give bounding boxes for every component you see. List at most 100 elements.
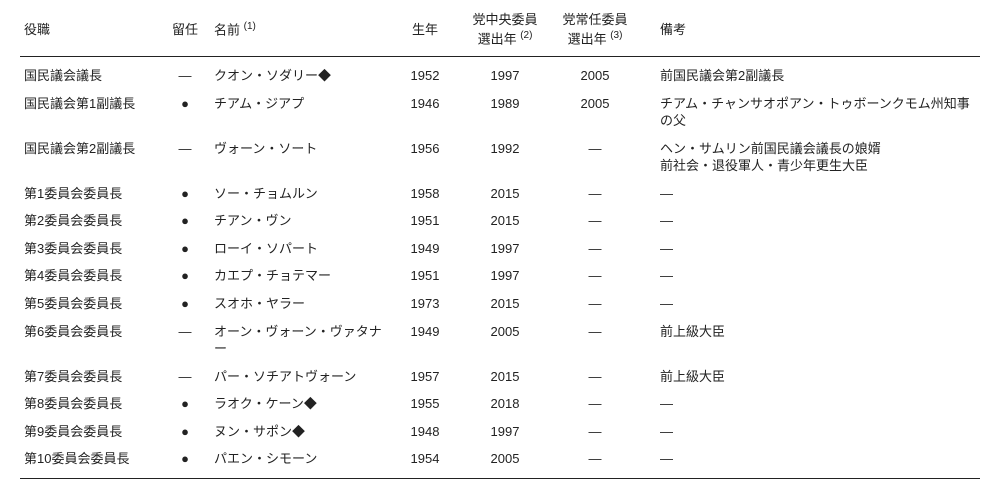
th-cc: 党中央委員選出年 (2) [460, 8, 550, 57]
cell-birth: 1946 [390, 90, 460, 135]
cell-position: 第6委員会委員長 [20, 318, 160, 363]
cell-name: パー・ソチアトヴォーン [210, 363, 390, 391]
cell-birth: 1955 [390, 390, 460, 418]
cell-sc: ― [550, 390, 640, 418]
cell-position: 第8委員会委員長 [20, 390, 160, 418]
cell-name: スオホ・ヤラー [210, 290, 390, 318]
cell-name: ヌン・サポン◆ [210, 418, 390, 446]
cell-sc: ― [550, 418, 640, 446]
cell-sc: 2005 [550, 90, 640, 135]
cell-note: ― [640, 390, 980, 418]
cell-retain: ― [160, 57, 210, 90]
cell-note: 前上級大臣 [640, 363, 980, 391]
table-row: 国民議会第1副議長●チアム・ジアプ194619892005チアム・チャンサオポア… [20, 90, 980, 135]
cell-birth: 1951 [390, 262, 460, 290]
cell-sc: ― [550, 235, 640, 263]
cell-cc: 2005 [460, 318, 550, 363]
cell-name: パエン・シモーン [210, 445, 390, 478]
cell-cc: 1997 [460, 235, 550, 263]
cell-note: ― [640, 262, 980, 290]
cell-position: 第7委員会委員長 [20, 363, 160, 391]
cell-cc: 2005 [460, 445, 550, 478]
cell-name: チアン・ヴン [210, 207, 390, 235]
cell-name: ラオク・ケーン◆ [210, 390, 390, 418]
cell-cc: 1989 [460, 90, 550, 135]
table-row: 第1委員会委員長●ソー・チョムルン19582015―― [20, 180, 980, 208]
table-row: 第6委員会委員長―オーン・ヴォーン・ヴァタナー19492005―前上級大臣 [20, 318, 980, 363]
th-name-sup: (1) [244, 21, 256, 32]
th-retain: 留任 [160, 8, 210, 57]
cell-sc: ― [550, 445, 640, 478]
cell-note: ― [640, 180, 980, 208]
table-row: 第5委員会委員長●スオホ・ヤラー19732015―― [20, 290, 980, 318]
cell-retain: ― [160, 318, 210, 363]
cell-position: 第9委員会委員長 [20, 418, 160, 446]
cell-name: ソー・チョムルン [210, 180, 390, 208]
officials-table: 役職 留任 名前 (1) 生年 党中央委員選出年 (2) 党常任委員選出年 (3… [20, 8, 980, 479]
cell-birth: 1973 [390, 290, 460, 318]
cell-position: 国民議会議長 [20, 57, 160, 90]
table-row: 第8委員会委員長●ラオク・ケーン◆19552018―― [20, 390, 980, 418]
cell-cc: 2015 [460, 207, 550, 235]
cell-birth: 1954 [390, 445, 460, 478]
cell-name: オーン・ヴォーン・ヴァタナー [210, 318, 390, 363]
cell-note: ヘン・サムリン前国民議会議長の娘婿前社会・退役軍人・青少年更生大臣 [640, 135, 980, 180]
th-name-label: 名前 [214, 23, 240, 38]
cell-sc: 2005 [550, 57, 640, 90]
th-name: 名前 (1) [210, 8, 390, 57]
cell-retain: ● [160, 207, 210, 235]
cell-sc: ― [550, 318, 640, 363]
cell-position: 国民議会第1副議長 [20, 90, 160, 135]
table-row: 国民議会第2副議長―ヴォーン・ソート19561992―ヘン・サムリン前国民議会議… [20, 135, 980, 180]
cell-sc: ― [550, 363, 640, 391]
cell-birth: 1956 [390, 135, 460, 180]
cell-cc: 1997 [460, 57, 550, 90]
cell-sc: ― [550, 262, 640, 290]
cell-sc: ― [550, 207, 640, 235]
cell-birth: 1951 [390, 207, 460, 235]
cell-note: ― [640, 445, 980, 478]
cell-name: ローイ・ソパート [210, 235, 390, 263]
table-row: 第9委員会委員長●ヌン・サポン◆19481997―― [20, 418, 980, 446]
cell-name: ヴォーン・ソート [210, 135, 390, 180]
cell-birth: 1949 [390, 318, 460, 363]
cell-note: 前国民議会第2副議長 [640, 57, 980, 90]
cell-position: 国民議会第2副議長 [20, 135, 160, 180]
table-row: 第2委員会委員長●チアン・ヴン19512015―― [20, 207, 980, 235]
cell-position: 第3委員会委員長 [20, 235, 160, 263]
cell-retain: ● [160, 290, 210, 318]
cell-note: ― [640, 207, 980, 235]
cell-note: ― [640, 418, 980, 446]
th-note: 備考 [640, 8, 980, 57]
cell-retain: ● [160, 445, 210, 478]
cell-note: 前上級大臣 [640, 318, 980, 363]
cell-retain: ― [160, 363, 210, 391]
table-row: 第7委員会委員長―パー・ソチアトヴォーン19572015―前上級大臣 [20, 363, 980, 391]
cell-name: カエプ・チョテマー [210, 262, 390, 290]
cell-note: ― [640, 290, 980, 318]
cell-retain: ● [160, 418, 210, 446]
th-sc: 党常任委員選出年 (3) [550, 8, 640, 57]
cell-position: 第5委員会委員長 [20, 290, 160, 318]
cell-birth: 1958 [390, 180, 460, 208]
th-position: 役職 [20, 8, 160, 57]
table-row: 第3委員会委員長●ローイ・ソパート19491997―― [20, 235, 980, 263]
table-row: 第10委員会委員長●パエン・シモーン19542005―― [20, 445, 980, 478]
cell-retain: ● [160, 262, 210, 290]
cell-sc: ― [550, 290, 640, 318]
cell-birth: 1949 [390, 235, 460, 263]
th-cc-sup: (2) [520, 30, 532, 41]
cell-cc: 2018 [460, 390, 550, 418]
cell-cc: 1992 [460, 135, 550, 180]
cell-name: クオン・ソダリー◆ [210, 57, 390, 90]
cell-retain: ● [160, 390, 210, 418]
cell-cc: 1997 [460, 262, 550, 290]
cell-cc: 2015 [460, 180, 550, 208]
th-sc-sup: (3) [610, 30, 622, 41]
cell-birth: 1948 [390, 418, 460, 446]
th-birth: 生年 [390, 8, 460, 57]
cell-birth: 1952 [390, 57, 460, 90]
cell-cc: 2015 [460, 363, 550, 391]
table-row: 第4委員会委員長●カエプ・チョテマー19511997―― [20, 262, 980, 290]
cell-sc: ― [550, 135, 640, 180]
